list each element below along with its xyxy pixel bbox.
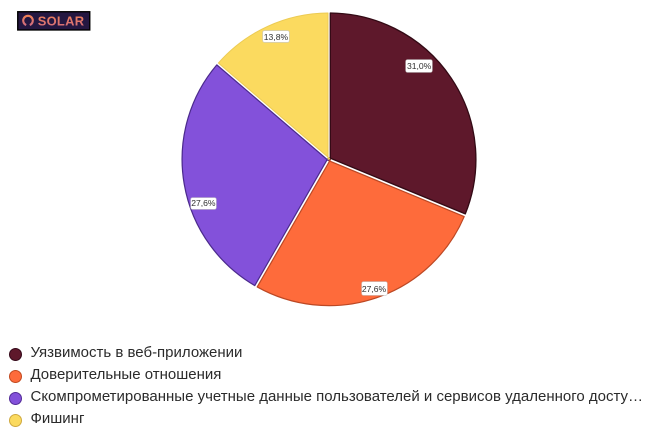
svg-text:SOLAR: SOLAR bbox=[38, 14, 85, 29]
